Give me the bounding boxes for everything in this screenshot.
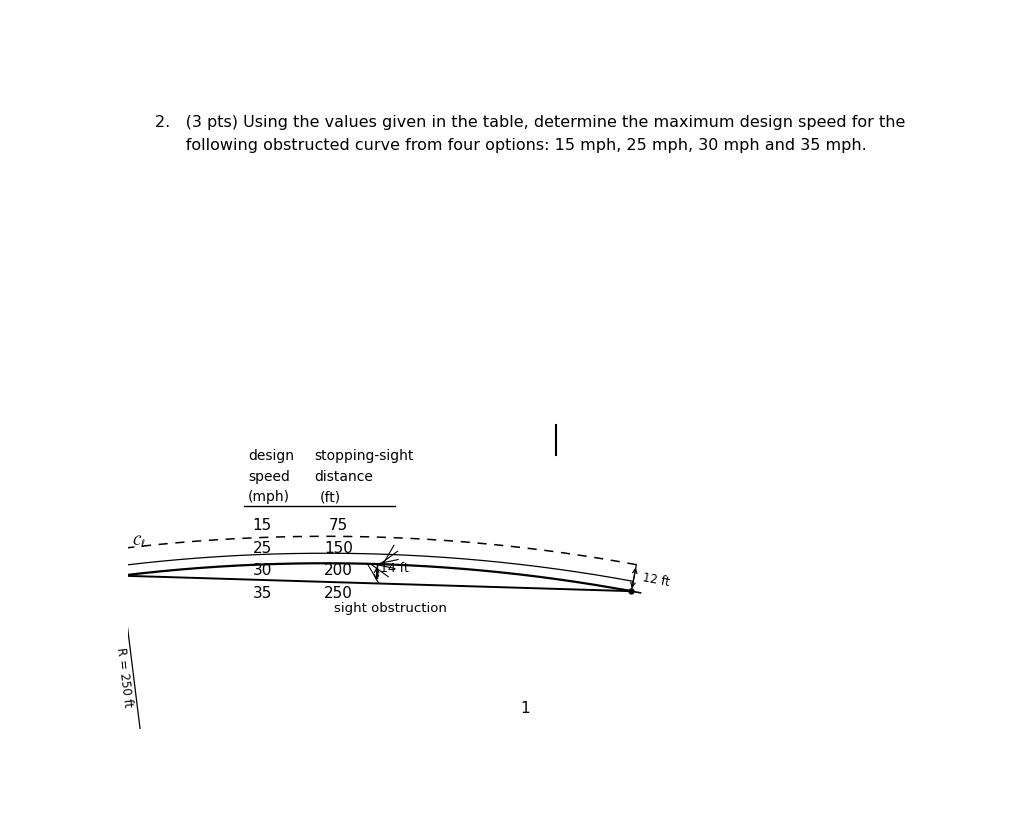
Text: (ft): (ft) (321, 490, 341, 504)
Text: speed: speed (248, 469, 290, 483)
Text: 12 ft: 12 ft (642, 571, 671, 589)
Text: distance: distance (314, 469, 373, 483)
Text: stopping-sight: stopping-sight (314, 448, 414, 462)
Text: 30: 30 (252, 563, 271, 577)
Text: 250: 250 (325, 586, 353, 600)
Text: 200: 200 (325, 563, 353, 577)
Text: following obstructed curve from four options: 15 mph, 25 mph, 30 mph and 35 mph.: following obstructed curve from four opt… (155, 138, 867, 153)
Text: 75: 75 (329, 518, 348, 532)
Text: 35: 35 (252, 586, 271, 600)
Text: sight obstruction: sight obstruction (334, 601, 447, 614)
Text: 150: 150 (325, 540, 353, 555)
Text: $\mathcal{C}_\ell$: $\mathcal{C}_\ell$ (132, 533, 145, 550)
Text: design: design (248, 448, 294, 462)
Text: 15: 15 (253, 518, 271, 532)
Text: 2.   (3 pts) Using the values given in the table, determine the maximum design s: 2. (3 pts) Using the values given in the… (155, 115, 905, 130)
Text: 25: 25 (253, 540, 271, 555)
Text: (mph): (mph) (248, 490, 290, 504)
Text: 1: 1 (520, 700, 529, 715)
Text: R = 250 ft: R = 250 ft (114, 646, 134, 708)
Text: 14 ft: 14 ft (380, 561, 409, 574)
